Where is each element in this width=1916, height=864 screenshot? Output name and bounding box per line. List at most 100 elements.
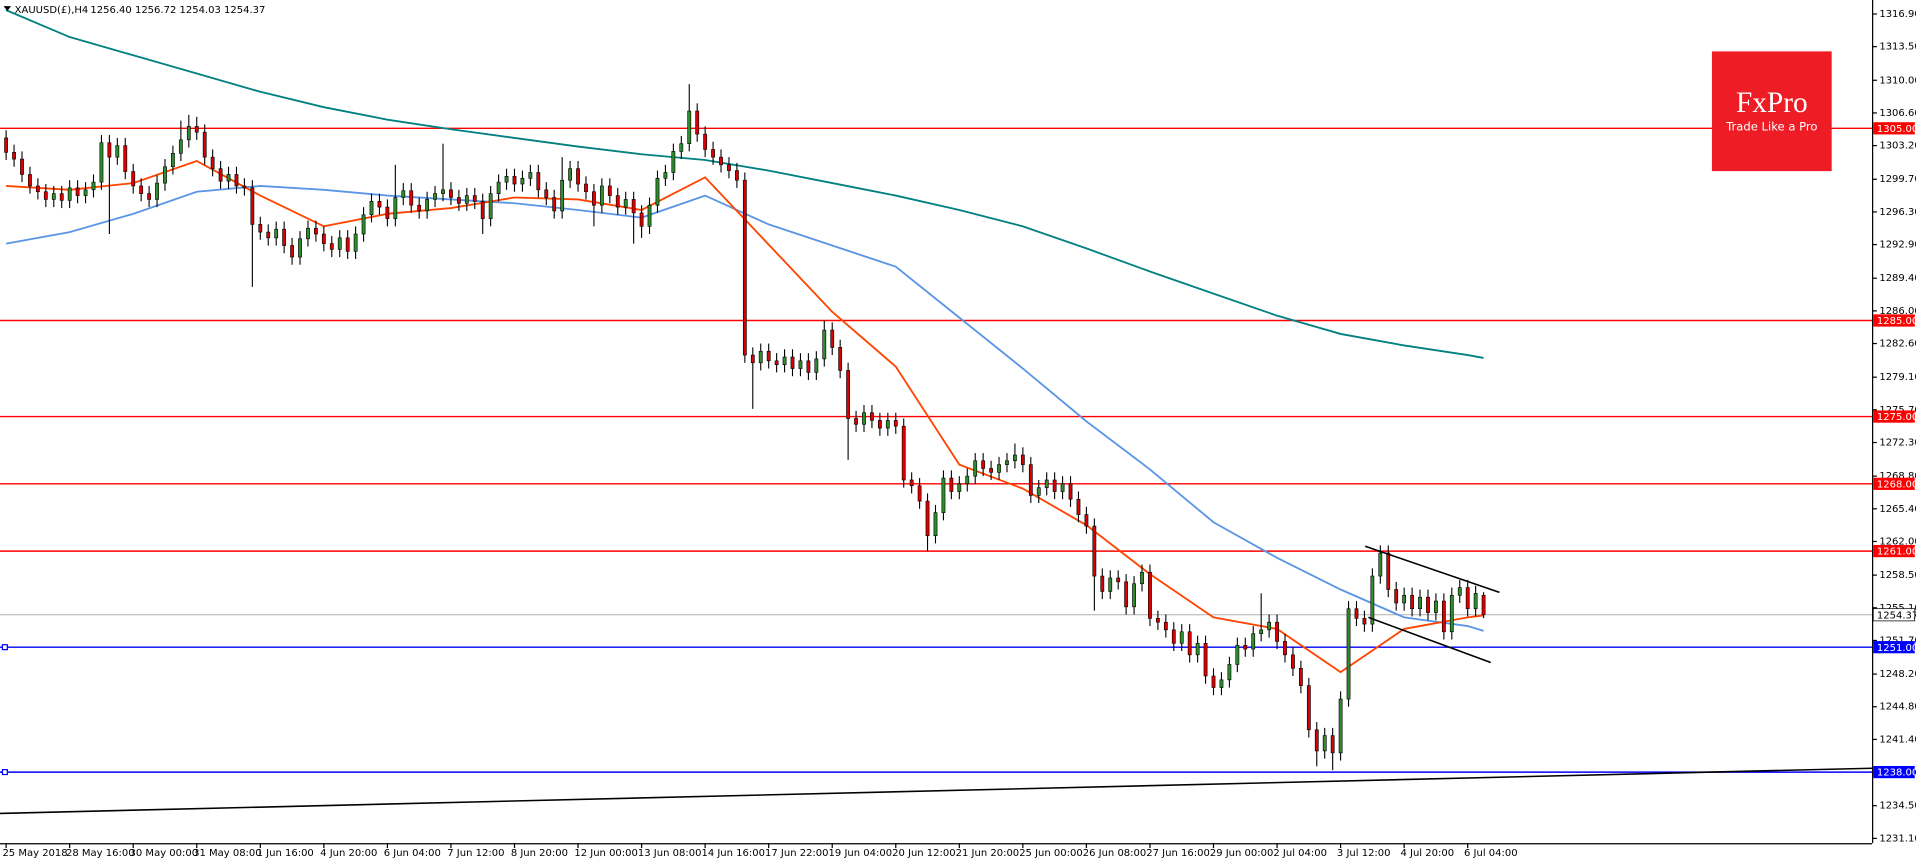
candle-body [329,243,334,250]
x-tick-label: 2 Jul 04:00 [1273,848,1327,859]
candle-body [615,195,620,208]
candle-body [846,370,851,419]
candle-body [1163,621,1168,631]
candle-body [647,204,652,227]
x-tick-label: 14 Jun 16:00 [701,848,765,859]
candle-body [1076,498,1081,515]
candle-body [369,201,374,216]
candle-body [711,149,715,158]
candle-body [433,193,437,200]
candle-body [464,195,469,204]
candle-body [441,189,445,194]
candle-body [663,172,668,179]
level-label: 1268.00 [1877,479,1916,490]
candle-body [456,197,461,204]
x-tick-label: 4 Jul 20:00 [1400,848,1454,859]
y-tick-label: 1303.20 [1879,141,1916,152]
candle-body [1394,589,1399,604]
candle-body [1481,594,1486,616]
candle-body [59,193,64,201]
y-tick-label: 1313.50 [1879,42,1916,53]
candle-body [337,237,342,250]
candle-body [917,485,922,502]
candle-body [171,152,175,168]
candle-body [250,187,255,225]
y-tick-label: 1299.70 [1879,174,1916,185]
candle-body [639,212,644,227]
candle-body [218,168,223,182]
level-label-box [1873,314,1915,327]
candle-body [147,193,151,200]
candle-body [131,171,136,187]
candle-body [1211,675,1216,688]
candle-body [1005,460,1009,465]
x-tick-label: 28 May 16:00 [66,848,135,859]
y-tick-label: 1292.90 [1879,240,1916,251]
y-tick-label: 1296.30 [1879,207,1916,218]
candle-body [1410,594,1414,610]
candle-body [822,329,827,360]
candle-body [1346,608,1351,700]
level-label-box [1873,641,1915,654]
candle-body [361,214,366,235]
y-tick-label: 1258.50 [1879,570,1916,581]
x-tick-label: 3 Jul 12:00 [1337,848,1391,859]
candle-body [1108,577,1113,592]
y-tick-label: 1306.60 [1879,108,1916,119]
candle-body [1227,664,1232,681]
candle-body [1275,621,1279,642]
candle-body [520,177,525,185]
candle-body [1473,593,1478,610]
candle-body [1044,479,1049,488]
trendline [1364,545,1500,594]
level-label-box [1873,544,1915,558]
candle-body [1235,644,1240,665]
candle-body [1251,633,1256,650]
candle-body [1330,735,1335,754]
candle-body [774,360,779,365]
candle-body [742,179,747,356]
last-price-box [1872,608,1916,622]
candle-body [139,185,144,194]
trendline [1368,616,1492,664]
candle-body [1354,608,1359,619]
x-tick-label: 6 Jun 04:00 [384,848,441,859]
candle-body [35,185,40,193]
candle-body [1306,685,1311,731]
trendline [0,767,1873,815]
candle-body [242,185,247,189]
y-tick-label: 1241.40 [1879,734,1916,745]
candle-body [735,170,739,181]
candle-body [1060,483,1065,492]
candle-body [1116,577,1121,583]
candle-body [425,199,430,212]
candle-body [178,139,183,154]
candle-body [568,168,572,181]
candle-body [1100,575,1105,592]
candle-body [798,360,803,369]
candle-body [314,227,318,235]
candle-body [83,189,88,196]
candle-body [504,176,509,183]
y-tick-label: 1275.70 [1879,405,1916,416]
candle-body [941,477,946,513]
candle-body [107,142,112,158]
candle-body [1156,618,1160,623]
candle-body [401,190,406,198]
y-tick-label: 1251.70 [1879,635,1916,646]
candle-body [1441,600,1446,633]
y-tick-label: 1234.50 [1879,801,1916,812]
candle-body [186,126,191,141]
x-tick-label: 1 Jun 16:00 [257,848,314,859]
candle-body [1132,583,1136,608]
candle-body [1068,483,1073,500]
candle-body [957,483,962,492]
ohlc-label: 1256.40 1256.72 1254.03 1254.37 [90,5,265,16]
y-tick-label: 1265.40 [1879,504,1916,515]
candle-body [1291,654,1295,669]
candle-body [925,500,930,537]
candle-body [560,179,565,212]
candle-body [1434,600,1438,613]
candle-body [298,238,302,258]
candle-body [854,418,858,425]
